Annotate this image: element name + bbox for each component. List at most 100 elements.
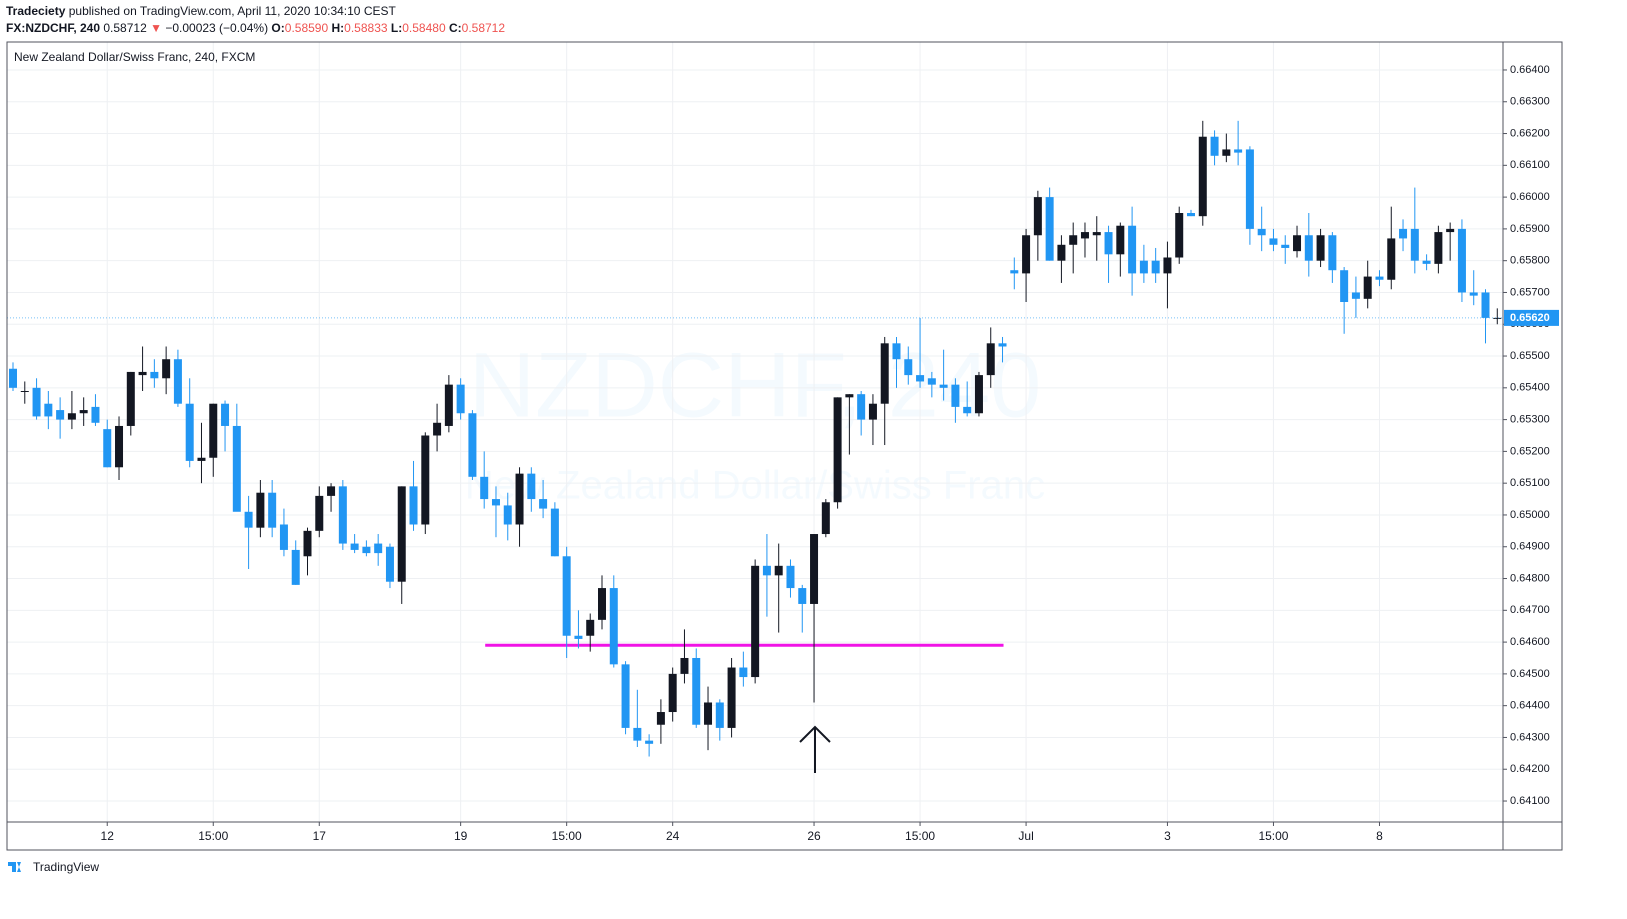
candle-body bbox=[1481, 292, 1490, 318]
candle-body bbox=[727, 667, 736, 728]
candle-body bbox=[115, 425, 124, 468]
candle-body bbox=[1092, 232, 1101, 236]
candle-body bbox=[786, 565, 795, 589]
candle-body bbox=[1057, 244, 1066, 261]
x-tick-label: 3 bbox=[1164, 829, 1171, 843]
candle-body bbox=[963, 406, 972, 414]
x-tick-label: 15:00 bbox=[905, 829, 935, 843]
candle-body bbox=[44, 403, 53, 417]
candle-body bbox=[327, 486, 336, 496]
legend-title: New Zealand Dollar/Swiss Franc, 240, FXC… bbox=[14, 50, 255, 64]
watermark: New Zealand Dollar/Swiss Franc bbox=[465, 464, 1045, 508]
candle-body bbox=[951, 384, 960, 407]
candle-body bbox=[338, 486, 347, 544]
candle-body bbox=[1022, 235, 1031, 274]
candle-body bbox=[279, 524, 288, 550]
x-tick-label: 19 bbox=[454, 829, 468, 843]
candle-body bbox=[162, 359, 171, 379]
candle-body bbox=[397, 486, 406, 582]
candle-body bbox=[621, 664, 630, 728]
candle-body bbox=[244, 511, 253, 528]
x-tick-label: 24 bbox=[666, 829, 680, 843]
x-tick-label: 8 bbox=[1376, 829, 1383, 843]
candle-body bbox=[138, 371, 147, 376]
candle-body bbox=[904, 359, 913, 376]
y-tick-label: 0.66300 bbox=[1510, 96, 1550, 108]
candle-body bbox=[232, 425, 241, 512]
candle-body bbox=[715, 702, 724, 728]
candle-body bbox=[857, 394, 866, 420]
candle-body bbox=[1422, 260, 1431, 264]
change: −0.00023 (−0.04%) bbox=[165, 21, 268, 35]
y-tick-label: 0.64500 bbox=[1510, 668, 1550, 680]
candle-body bbox=[550, 508, 559, 557]
candle-body bbox=[1139, 260, 1148, 274]
candle-body bbox=[633, 727, 642, 741]
candle-body bbox=[1363, 276, 1372, 299]
candle-body bbox=[491, 499, 500, 506]
y-tick-label: 0.64600 bbox=[1510, 636, 1550, 648]
candle-body bbox=[362, 546, 371, 554]
candle-body bbox=[1387, 238, 1396, 280]
candle-body bbox=[598, 588, 606, 620]
candle-body bbox=[350, 543, 359, 550]
candle-body bbox=[1234, 149, 1243, 153]
candle-body bbox=[974, 375, 983, 414]
candle-body bbox=[1493, 317, 1502, 319]
candle-body bbox=[9, 368, 17, 388]
y-tick-label: 0.65100 bbox=[1510, 477, 1550, 489]
ohlc-label: O: bbox=[271, 21, 284, 35]
ohlc-value: 0.58712 bbox=[462, 21, 506, 35]
candle-body bbox=[1351, 292, 1360, 299]
x-tick-label: 15:00 bbox=[198, 829, 228, 843]
header-line: Tradeciety published on TradingView.com,… bbox=[6, 4, 396, 18]
candle-body bbox=[762, 565, 771, 576]
candle-body bbox=[668, 673, 677, 713]
candle-body bbox=[20, 390, 29, 392]
y-tick-label: 0.64200 bbox=[1510, 763, 1550, 775]
candle-body bbox=[173, 359, 182, 404]
y-tick-label: 0.66400 bbox=[1510, 64, 1550, 76]
candle-body bbox=[409, 486, 418, 525]
y-tick-label: 0.64700 bbox=[1510, 604, 1550, 616]
x-tick-label: 26 bbox=[807, 829, 821, 843]
candle-body bbox=[1340, 270, 1349, 302]
last-price-label: 0.65620 bbox=[1510, 312, 1550, 324]
candle-body bbox=[67, 413, 76, 420]
candle-body bbox=[692, 657, 701, 725]
candle-body bbox=[515, 473, 524, 525]
candle-body bbox=[810, 534, 819, 604]
x-tick-label: 12 bbox=[101, 829, 115, 843]
candle-body bbox=[374, 543, 383, 554]
candle-body bbox=[291, 549, 300, 585]
y-tick-label: 0.65300 bbox=[1510, 414, 1550, 426]
candle-body bbox=[1410, 228, 1419, 261]
candle-body bbox=[527, 473, 536, 500]
x-tick-label: 17 bbox=[313, 829, 327, 843]
candle-body bbox=[315, 495, 324, 531]
symbol-line: FX:NZDCHF, 240 0.58712 ▼ −0.00023 (−0.04… bbox=[6, 21, 505, 35]
y-tick-label: 0.65700 bbox=[1510, 286, 1550, 298]
candle-body bbox=[1163, 257, 1172, 274]
candle-body bbox=[56, 410, 65, 420]
candle-body bbox=[916, 375, 925, 382]
candle-body bbox=[1045, 197, 1054, 261]
footer-logo bbox=[8, 862, 25, 872]
candle-body bbox=[1269, 238, 1278, 245]
candle-body bbox=[845, 394, 854, 398]
symbol: FX:NZDCHF, 240 bbox=[6, 21, 100, 35]
candle-body bbox=[939, 384, 948, 388]
candle-body bbox=[1316, 235, 1325, 261]
candle-body bbox=[1198, 136, 1207, 217]
x-tick-label: 15:00 bbox=[552, 829, 582, 843]
ohlc-label: C: bbox=[449, 21, 462, 35]
candle-body bbox=[562, 556, 571, 636]
candle-body bbox=[480, 476, 489, 500]
y-tick-label: 0.64800 bbox=[1510, 572, 1550, 584]
last: 0.58712 bbox=[103, 21, 147, 35]
candle-body bbox=[880, 343, 889, 404]
candle-body bbox=[1446, 228, 1455, 233]
y-tick-label: 0.65000 bbox=[1510, 509, 1550, 521]
